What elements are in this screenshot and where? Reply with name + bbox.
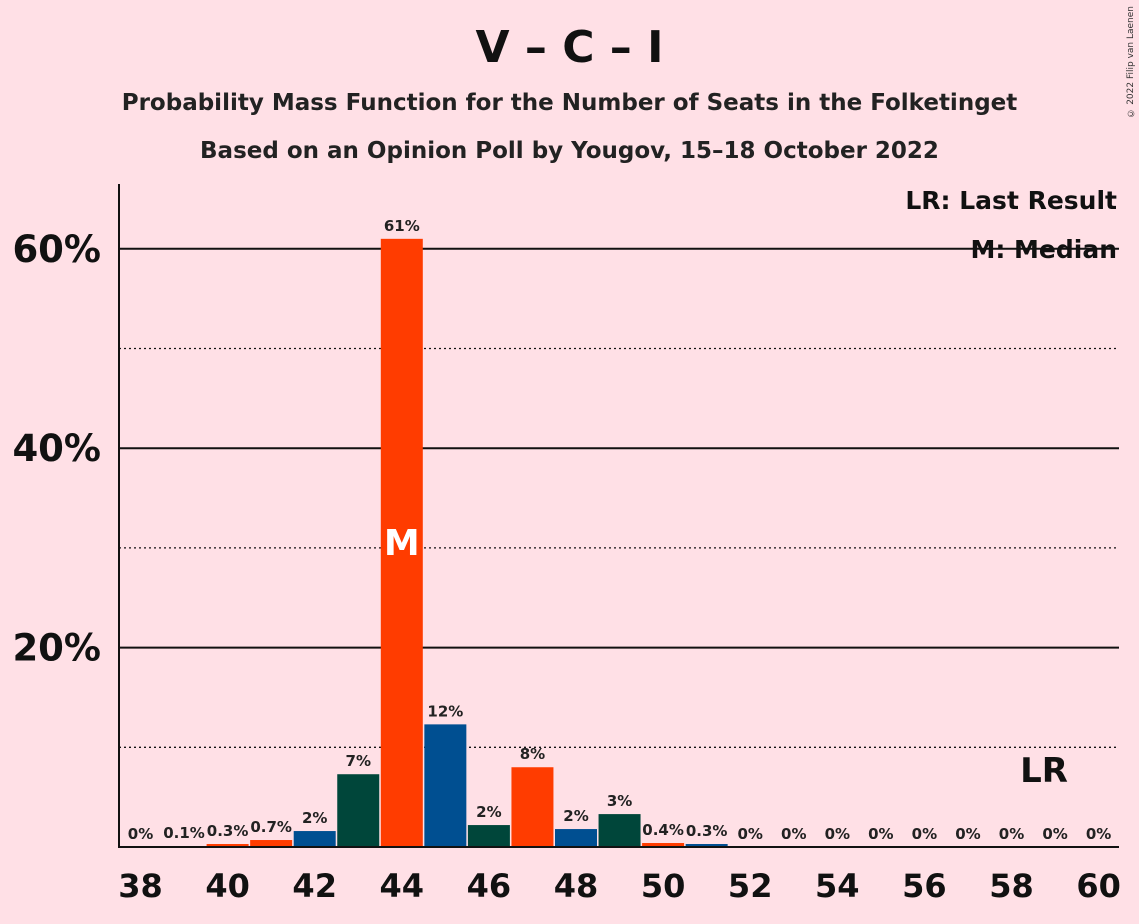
- bar-label-45: 12%: [427, 702, 463, 720]
- last-result-marker: LR: [1020, 751, 1068, 791]
- bar-label-52: 0%: [737, 825, 762, 843]
- bar-label-49: 3%: [607, 792, 632, 810]
- bar-label-39: 0.1%: [163, 824, 205, 842]
- x-tick-label-42: 42: [292, 867, 337, 905]
- bar-label-58: 0%: [999, 825, 1024, 843]
- grid-lines: [119, 247, 1119, 748]
- bar-49: [598, 814, 641, 847]
- y-tick-label-60: 60%: [12, 228, 101, 271]
- bar-41: [250, 840, 293, 847]
- bar-label-57: 0%: [955, 825, 980, 843]
- bar-label-42: 2%: [302, 809, 327, 827]
- x-tick-label-46: 46: [467, 867, 512, 905]
- markers: M LR: [384, 523, 1068, 791]
- bar-46: [467, 825, 510, 847]
- x-tick-label-44: 44: [380, 867, 425, 905]
- x-tick-label-50: 50: [641, 867, 686, 905]
- legend-last-result: LR: Last Result: [905, 186, 1117, 215]
- x-tick-label-40: 40: [205, 867, 250, 905]
- bar-label-53: 0%: [781, 825, 806, 843]
- legend-median: M: Median: [970, 235, 1117, 264]
- bar-label-38: 0%: [128, 825, 153, 843]
- bar-44: [380, 238, 423, 847]
- bar-label-40: 0.3%: [207, 822, 249, 840]
- x-tick-label-54: 54: [815, 867, 860, 905]
- x-tick-label-38: 38: [118, 867, 163, 905]
- bar-45: [424, 724, 467, 847]
- axes: 20% 40% 60% 38 40 42 44 46 48 50 52 54 56 58 60: [12, 183, 1121, 905]
- bar-40: [206, 844, 249, 847]
- bar-label-55: 0%: [868, 825, 893, 843]
- bar-43: [337, 774, 380, 847]
- x-tick-label-56: 56: [902, 867, 947, 905]
- x-tick-label-48: 48: [554, 867, 599, 905]
- bar-label-41: 0.7%: [250, 818, 292, 836]
- bar-label-56: 0%: [912, 825, 937, 843]
- bar-label-44: 61%: [384, 217, 420, 235]
- bar-label-48: 2%: [563, 807, 588, 825]
- bar-47: [511, 767, 554, 847]
- x-tick-label-58: 58: [989, 867, 1034, 905]
- y-tick-label-20: 20%: [12, 627, 101, 670]
- chart-subtitle-1: Probability Mass Function for the Number…: [121, 90, 1018, 116]
- bar-label-47: 8%: [520, 745, 545, 763]
- bar-50: [642, 843, 685, 847]
- bar-label-50: 0.4%: [642, 821, 684, 839]
- bars: [163, 238, 728, 847]
- bar-48: [555, 829, 597, 847]
- chart-title: V – C – I: [475, 22, 664, 73]
- bar-51: [685, 844, 728, 847]
- chart-subtitle-2: Based on an Opinion Poll by Yougov, 15–1…: [200, 138, 939, 164]
- bar-value-labels: 0% 0.1% 0.3% 0.7% 2%7%61%12%2%8%2%3%0.4% 0.3%…: [128, 217, 1112, 843]
- median-marker: M: [384, 523, 420, 564]
- x-tick-label-52: 52: [728, 867, 773, 905]
- bar-label-43: 7%: [346, 752, 371, 770]
- bar-label-59: 0%: [1042, 825, 1067, 843]
- bar-42: [293, 831, 336, 847]
- bar-label-60: 0%: [1086, 825, 1111, 843]
- y-tick-label-40: 40%: [12, 427, 101, 470]
- bar-label-51: 0.3%: [686, 822, 728, 840]
- bar-label-46: 2%: [476, 803, 501, 821]
- bar-label-54: 0%: [825, 825, 850, 843]
- x-tick-label-60: 60: [1076, 867, 1121, 905]
